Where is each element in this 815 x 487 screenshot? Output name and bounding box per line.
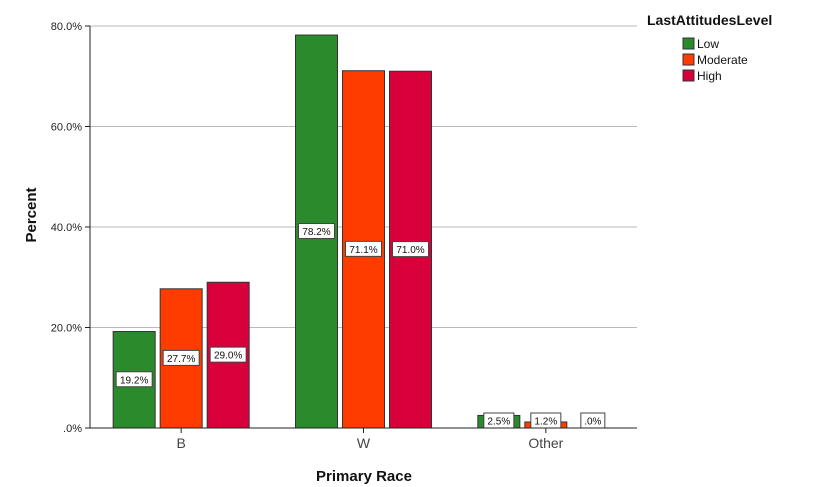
x-tick-label: B <box>176 435 185 451</box>
y-tick-label: 20.0% <box>51 323 82 335</box>
data-labels: 19.2% 27.7% 29.0% 78.2% 71.1% 71.0% 2.5% 1.2% .0… <box>115 223 606 429</box>
y-tick-label: 80.0% <box>51 21 82 33</box>
legend-label: High <box>697 69 722 83</box>
legend-swatch <box>682 53 695 66</box>
legend-label: Low <box>697 37 719 51</box>
y-axis-title: Percent <box>23 187 40 242</box>
x-axis-ticks: B W Other <box>176 428 564 451</box>
legend-item-moderate: Moderate <box>682 53 748 67</box>
legend-swatch <box>682 37 695 50</box>
legend-label: Moderate <box>697 53 748 67</box>
data-label: 19.2% <box>115 371 153 388</box>
svg-text:71.1%: 71.1% <box>349 245 377 256</box>
y-axis-ticks: .0% 20.0% 40.0% 60.0% 80.0% <box>51 21 90 435</box>
data-label: 71.0% <box>392 241 429 258</box>
svg-text:71.0%: 71.0% <box>396 245 424 256</box>
y-tick-label: .0% <box>63 423 82 435</box>
svg-text:.0%: .0% <box>584 417 601 428</box>
x-tick-label: W <box>357 435 371 451</box>
y-tick-label: 60.0% <box>51 122 82 134</box>
legend: LastAttitudesLevel Low Moderate High <box>647 12 772 83</box>
svg-text:19.2%: 19.2% <box>120 375 148 386</box>
legend-item-high: High <box>682 69 722 83</box>
bars <box>112 34 568 429</box>
svg-text:1.2%: 1.2% <box>534 417 557 428</box>
data-label: 29.0% <box>209 346 247 363</box>
svg-text:78.2%: 78.2% <box>302 227 330 238</box>
legend-swatch <box>682 69 695 82</box>
svg-text:2.5%: 2.5% <box>487 417 510 428</box>
legend-title: LastAttitudesLevel <box>647 12 772 28</box>
y-tick-label: 40.0% <box>51 222 82 234</box>
legend-item-low: Low <box>682 37 719 51</box>
svg-text:27.7%: 27.7% <box>167 354 195 365</box>
data-label: 71.1% <box>345 240 382 257</box>
x-axis-title: Primary Race <box>316 468 412 485</box>
data-label: 78.2% <box>298 223 335 240</box>
data-label: .0% <box>580 412 606 429</box>
data-label: 27.7% <box>162 349 200 366</box>
svg-text:29.0%: 29.0% <box>214 351 242 362</box>
data-label: 2.5% <box>483 412 515 429</box>
x-tick-label: Other <box>528 435 563 451</box>
data-label: 1.2% <box>530 412 562 429</box>
